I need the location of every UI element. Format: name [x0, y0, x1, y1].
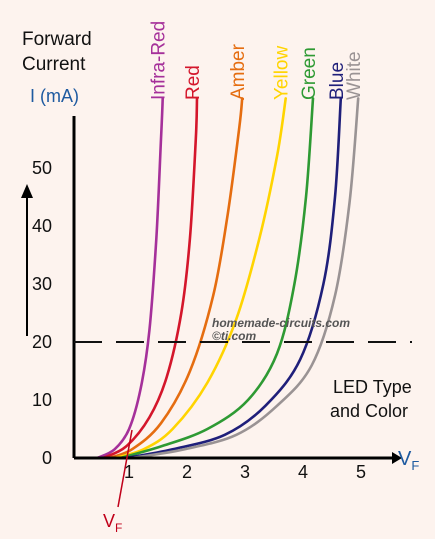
y-tick-label: 30	[32, 274, 52, 294]
x-axis-label: VF	[398, 448, 419, 473]
series-line-blue	[124, 97, 343, 460]
series-label-yellow: Yellow	[272, 45, 293, 100]
series-line-green	[119, 97, 315, 460]
y-tick-label: 10	[32, 390, 52, 410]
series-line-amber	[107, 97, 244, 460]
series-line-red	[101, 97, 199, 460]
series-label-infra-red: Infra-Red	[149, 21, 170, 100]
series-label-blue: Blue	[327, 62, 348, 100]
svg-text:VF: VF	[103, 511, 122, 535]
series-label-amber: Amber	[228, 43, 249, 100]
x-tick-label: 2	[182, 462, 192, 482]
curve-layer	[95, 97, 360, 460]
ylabel-unit: I (mA)	[30, 86, 79, 106]
ylabel-line-2: Current	[22, 54, 86, 75]
y-arrow-icon	[21, 184, 33, 336]
x-tick-label: 4	[298, 462, 308, 482]
ylabel-line-1: Forward	[22, 29, 92, 50]
x-axis-label-main: V	[398, 448, 412, 470]
vf-marker-sub: F	[115, 521, 122, 535]
x-tick-label: 5	[356, 462, 366, 482]
y-tick-label: 0	[42, 448, 52, 468]
vf-pointer-line	[117, 429, 133, 508]
y-tick-label: 50	[32, 158, 52, 178]
annotation-line-1: LED Type	[333, 377, 412, 397]
series-line-infra-red	[95, 97, 164, 460]
x-axis-arrow-icon	[392, 452, 402, 464]
y-tick-label: 20	[32, 332, 52, 352]
svg-text:VF: VF	[398, 448, 419, 473]
x-tick-label: 3	[240, 462, 250, 482]
vf-marker-main: V	[103, 511, 115, 531]
annotation-line-2: and Color	[330, 401, 408, 421]
series-label-white: White	[344, 51, 365, 100]
watermark-line-1: homemade-circuits.com	[212, 316, 350, 330]
series-label-red: Red	[183, 65, 204, 100]
series-line-yellow	[113, 97, 287, 460]
series-label-green: Green	[299, 47, 320, 100]
series-line-white	[130, 97, 360, 460]
x-axis-label-sub: F	[411, 458, 419, 473]
x-tick-label: 1	[124, 462, 134, 482]
y-tick-label: 40	[32, 216, 52, 236]
vf-marker-label: VF	[103, 511, 122, 535]
watermark-line-2: ©ti.com	[212, 329, 257, 343]
